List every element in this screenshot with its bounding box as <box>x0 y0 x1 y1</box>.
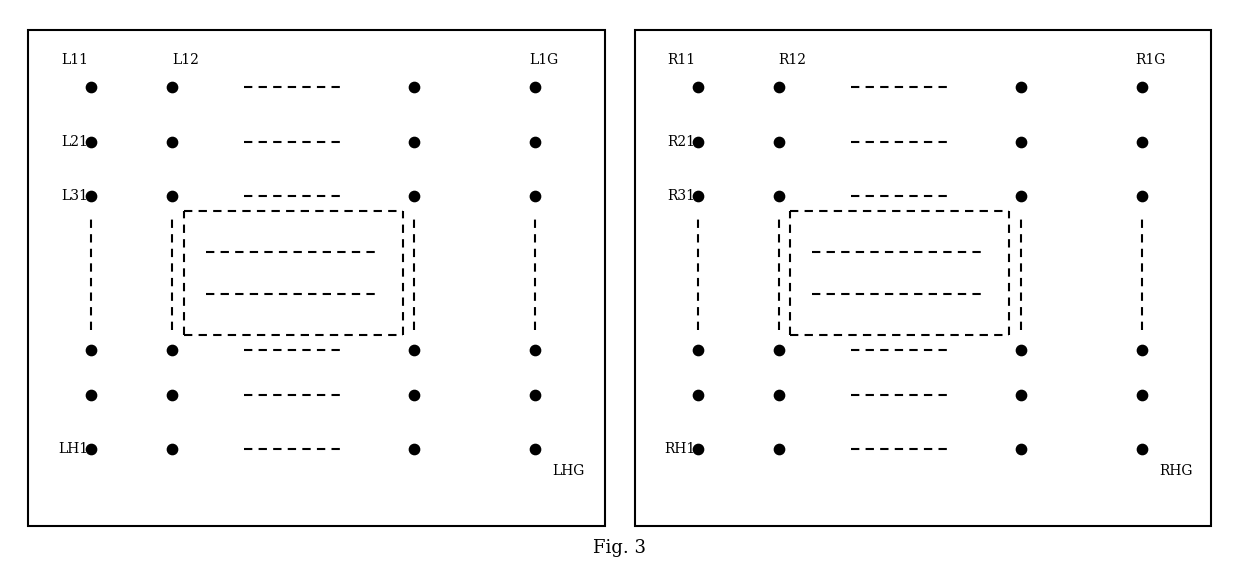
Point <box>1132 83 1152 92</box>
Point <box>82 137 102 146</box>
Point <box>162 345 182 354</box>
Point <box>525 390 545 399</box>
Point <box>162 444 182 453</box>
Point <box>404 444 424 453</box>
Point <box>404 137 424 146</box>
Point <box>82 83 102 92</box>
Point <box>82 444 102 453</box>
Text: LH1: LH1 <box>58 442 88 456</box>
Point <box>688 345 707 354</box>
Text: L11: L11 <box>62 53 88 67</box>
Bar <box>634 30 1211 526</box>
Point <box>525 345 545 354</box>
Text: L21: L21 <box>62 135 88 149</box>
Point <box>1011 137 1031 146</box>
Point <box>404 345 424 354</box>
Point <box>1011 444 1031 453</box>
Point <box>768 137 788 146</box>
Text: RH1: RH1 <box>664 442 695 456</box>
Point <box>1132 444 1152 453</box>
Point <box>525 192 545 201</box>
Point <box>1132 137 1152 146</box>
Point <box>82 390 102 399</box>
Point <box>688 137 707 146</box>
Point <box>768 83 788 92</box>
Text: R31: R31 <box>667 189 695 203</box>
Point <box>82 192 102 201</box>
Text: R11: R11 <box>667 53 695 67</box>
Text: R21: R21 <box>667 135 695 149</box>
Point <box>1132 192 1152 201</box>
Text: Fig. 3: Fig. 3 <box>593 539 646 557</box>
Point <box>525 137 545 146</box>
Point <box>162 137 182 146</box>
Text: RHG: RHG <box>1160 464 1193 478</box>
Text: L31: L31 <box>62 189 88 203</box>
Point <box>768 345 788 354</box>
Point <box>404 83 424 92</box>
Point <box>768 390 788 399</box>
Point <box>1132 345 1152 354</box>
Point <box>1011 390 1031 399</box>
Point <box>688 192 707 201</box>
Point <box>404 192 424 201</box>
Text: R12: R12 <box>778 53 807 67</box>
Point <box>1011 192 1031 201</box>
Point <box>162 83 182 92</box>
Text: L12: L12 <box>172 53 199 67</box>
Point <box>525 444 545 453</box>
Text: R1G: R1G <box>1135 53 1166 67</box>
Point <box>1011 345 1031 354</box>
Point <box>688 83 707 92</box>
Point <box>1011 83 1031 92</box>
Point <box>525 83 545 92</box>
Point <box>768 444 788 453</box>
Point <box>404 390 424 399</box>
Point <box>688 444 707 453</box>
Point <box>82 345 102 354</box>
Bar <box>28 30 605 526</box>
Point <box>1132 390 1152 399</box>
Point <box>162 192 182 201</box>
Point <box>162 390 182 399</box>
Text: L1G: L1G <box>529 53 559 67</box>
Point <box>688 390 707 399</box>
Text: LHG: LHG <box>553 464 585 478</box>
Point <box>768 192 788 201</box>
